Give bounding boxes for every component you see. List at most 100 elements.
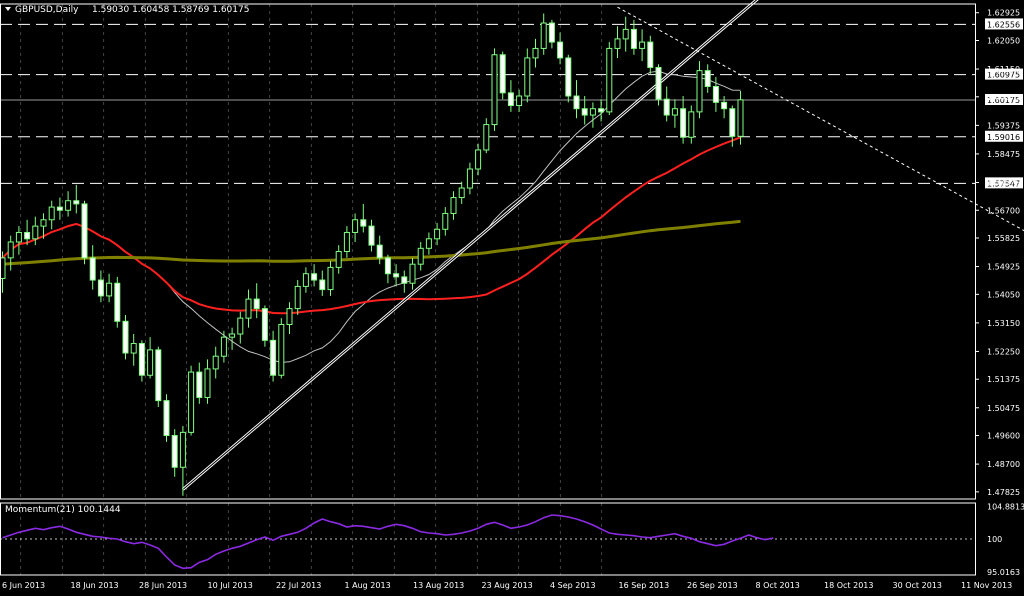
price-tick-label: 1.53150 (987, 319, 1020, 328)
price-tick-label: 1.51375 (987, 375, 1020, 384)
candle-body (582, 109, 587, 115)
candle-body (279, 324, 284, 375)
candle-body (500, 55, 505, 93)
candle-body (402, 277, 407, 283)
date-tick-label: 4 Sep 2013 (550, 581, 596, 590)
date-tick-label: 22 Jul 2013 (276, 581, 321, 590)
date-tick-label: 26 Sep 2013 (687, 581, 738, 590)
date-tick-label: 18 Jun 2013 (71, 581, 119, 590)
candle-body (287, 309, 292, 325)
date-tick-label: 6 Jun 2013 (2, 581, 45, 590)
candle-body (525, 58, 530, 96)
candle-body (533, 48, 538, 58)
candle-body (41, 220, 46, 226)
candle-body (254, 299, 259, 309)
candle-body (295, 286, 300, 308)
candle-body (508, 93, 513, 106)
candle-body (221, 337, 226, 356)
price-tick-label: 1.52250 (987, 347, 1020, 356)
candle-body (476, 150, 481, 169)
level-label: 1.59016 (987, 133, 1020, 142)
candle-body (623, 29, 628, 39)
price-tick-label: 1.55825 (987, 234, 1020, 243)
candle-body (131, 344, 136, 354)
candle-body (320, 280, 325, 290)
trendlines-layer (183, 0, 1024, 489)
momentum-header: Momentum(21) 100.1444 (5, 505, 121, 515)
support-trendline[interactable] (183, 0, 782, 489)
candle-body (451, 198, 456, 214)
candle-body (631, 29, 636, 48)
candle-body (574, 96, 579, 109)
momentum-tick-label: 100 (987, 535, 1002, 544)
candle-body (246, 299, 251, 318)
candle-body (123, 321, 128, 353)
price-tick-label: 1.48700 (987, 460, 1020, 469)
price-tick-label: 1.54050 (987, 290, 1020, 299)
chart-header: GBPUSD,Daily 1.59030 1.60458 1.58769 1.6… (5, 5, 249, 15)
candle-body (615, 39, 620, 49)
candle-body (25, 232, 30, 238)
date-tick-label: 30 Oct 2013 (893, 581, 942, 590)
price-tick-label: 1.54925 (987, 263, 1020, 272)
candle-body (517, 96, 522, 106)
candle-body (410, 264, 415, 283)
date-tick-label: 8 Oct 2013 (756, 581, 800, 590)
candle-body (648, 42, 653, 67)
candle-body (738, 100, 743, 136)
date-tick-label: 13 Aug 2013 (413, 581, 464, 590)
candle-body (418, 248, 423, 264)
candle-body (377, 245, 382, 258)
candle-body (599, 109, 604, 112)
candle-body (328, 267, 333, 289)
candle-body (230, 334, 235, 337)
candle-body (66, 201, 71, 211)
candle-body (172, 436, 177, 468)
candle-body (107, 283, 112, 296)
candle-body (640, 42, 645, 48)
candle-body (344, 232, 349, 251)
moving-average-line (3, 71, 741, 362)
candle-body (722, 102, 727, 108)
moving-averages-layer (3, 71, 741, 362)
resistance-trendline[interactable] (618, 7, 1024, 232)
date-tick-label: 10 Jul 2013 (208, 581, 253, 590)
support-trendline-core (183, 0, 782, 489)
candle-body (566, 58, 571, 96)
price-tick-label: 1.50475 (987, 404, 1020, 413)
candle-body (197, 372, 202, 397)
candle-body (57, 207, 62, 210)
candle-body (697, 71, 702, 112)
candle-body (607, 48, 612, 111)
candle-body (353, 220, 358, 233)
candle-body (336, 252, 341, 268)
candle-body (271, 340, 276, 375)
candle-body (262, 309, 267, 341)
candle-body (385, 258, 390, 274)
price-tick-label: 1.62925 (987, 9, 1020, 18)
candle-body (664, 99, 669, 115)
candle-body (164, 401, 169, 436)
candle-body (549, 23, 554, 42)
candle-body (139, 344, 144, 376)
candle-body (74, 201, 79, 204)
candle-body (435, 229, 440, 239)
candle-body (590, 109, 595, 115)
date-tick-label: 23 Aug 2013 (482, 581, 533, 590)
symbol-menu-icon[interactable] (5, 7, 11, 11)
price-tick-label: 1.56700 (987, 206, 1020, 215)
candle-body (148, 350, 153, 375)
candle-body (689, 112, 694, 137)
candle-body (656, 67, 661, 99)
level-label: 1.62556 (987, 20, 1020, 29)
date-tick-label: 1 Aug 2013 (345, 581, 391, 590)
candle-body (705, 71, 710, 87)
candle-body (681, 109, 686, 138)
candle-body (426, 239, 431, 249)
candle-body (213, 356, 218, 369)
candle-body (492, 55, 497, 125)
candle-body (156, 350, 161, 401)
